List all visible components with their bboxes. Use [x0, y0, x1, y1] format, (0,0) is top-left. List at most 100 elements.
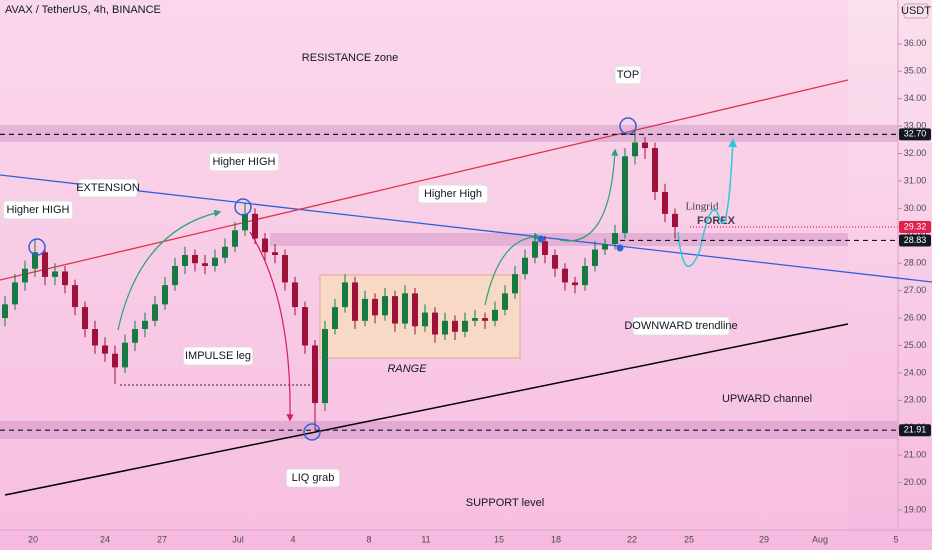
pivot-dot	[616, 244, 624, 252]
price-label-box	[899, 234, 931, 247]
candle-body	[512, 274, 518, 294]
price-label: 21.91	[904, 425, 927, 435]
candle-body	[292, 282, 298, 308]
candle-body	[552, 254, 558, 269]
upward-channel-line	[4, 323, 849, 496]
candle-body	[452, 320, 458, 332]
x-tick-label: 15	[494, 534, 504, 544]
currency-box	[903, 3, 929, 19]
candle-body	[532, 241, 538, 258]
x-tick-label: 8	[366, 534, 371, 544]
candle-body	[592, 249, 598, 266]
candle-body	[472, 318, 478, 321]
candle-body	[342, 282, 348, 308]
label-box	[614, 65, 642, 85]
candle-body	[442, 320, 448, 335]
candle-body	[62, 271, 68, 286]
candle-body	[642, 142, 648, 149]
candle-body	[562, 268, 568, 283]
candle-body	[152, 304, 158, 321]
candle-body	[12, 282, 18, 305]
candle-body	[112, 353, 118, 368]
candle-body	[312, 345, 318, 404]
candle-body	[602, 244, 608, 250]
candle-body	[102, 345, 108, 354]
candle-body	[402, 293, 408, 324]
support-band	[0, 421, 898, 439]
candle-body	[382, 296, 388, 316]
annotation: Higher High	[424, 188, 482, 200]
candle-body	[212, 257, 218, 266]
candle-body	[182, 254, 188, 266]
y-tick-label: 35.00	[904, 66, 927, 76]
pivot-marker	[28, 238, 46, 256]
candle-body	[52, 271, 58, 277]
arrow	[484, 233, 542, 306]
y-tick-label: 25.00	[904, 340, 927, 350]
x-tick-label: 18	[551, 534, 561, 544]
y-tick-label: 26.00	[904, 312, 927, 322]
chart-title: AVAX / TetherUS, 4h, BINANCE	[5, 4, 161, 16]
label-box	[2, 200, 74, 220]
candle-body	[202, 263, 208, 266]
annotation: UPWARD channel	[722, 393, 812, 405]
candle-body	[192, 254, 198, 264]
x-tick-label: 22	[627, 534, 637, 544]
price-label: 32.70	[904, 129, 927, 139]
annotation: LIQ grab	[292, 472, 335, 484]
candle-body	[622, 156, 628, 234]
y-tick-label: 33.00	[904, 121, 927, 131]
candle-body	[422, 312, 428, 327]
annotation: DOWNWARD trendline	[624, 320, 737, 332]
candle-body	[132, 329, 138, 343]
candle-body	[72, 285, 78, 308]
candle-body	[222, 246, 228, 258]
candle-body	[42, 252, 48, 277]
watermark: Lingrid	[686, 201, 719, 213]
candle-body	[122, 342, 128, 368]
y-tick-label: 32.00	[904, 148, 927, 158]
arrow	[559, 148, 619, 242]
y-tick-label: 21.00	[904, 450, 927, 460]
price-label-box	[899, 221, 931, 234]
candle-body	[672, 213, 678, 228]
candle-body	[392, 296, 398, 324]
candle-body	[232, 230, 238, 247]
y-tick-label: 36.00	[904, 38, 927, 48]
candle-body	[252, 213, 258, 239]
candle-body	[662, 191, 668, 214]
candle-body	[82, 307, 88, 330]
label-box	[632, 316, 730, 336]
candle-body	[22, 268, 28, 283]
x-tick-label: Jul	[232, 534, 244, 544]
y-tick-label: 24.00	[904, 367, 927, 377]
y-tick-label: 28.00	[904, 258, 927, 268]
candle-body	[632, 142, 638, 157]
x-tick-label: 5	[893, 534, 898, 544]
arrow	[117, 209, 222, 331]
candle-body	[572, 282, 578, 286]
annotation: TOP	[617, 69, 639, 81]
downward-trendline	[0, 174, 932, 283]
y-tick-label: 30.00	[904, 203, 927, 213]
candle-body	[612, 233, 618, 245]
x-tick-label: 25	[684, 534, 694, 544]
resistance-band	[0, 125, 898, 142]
y-tick-label: 19.00	[904, 504, 927, 514]
candle-body	[2, 304, 8, 319]
watermark: FOREX	[697, 215, 736, 227]
candle-body	[412, 293, 418, 327]
label-box	[417, 184, 489, 204]
price-label-box	[899, 128, 931, 141]
price-label: 29.32	[904, 221, 927, 231]
pivot-marker	[619, 117, 637, 135]
y-tick-label: 34.00	[904, 93, 927, 103]
y-tick-label: 23.00	[904, 395, 927, 405]
x-tick-label: 24	[100, 534, 110, 544]
resistance-line	[0, 79, 849, 281]
candle-body	[502, 293, 508, 310]
annotation: IMPULSE leg	[185, 350, 251, 362]
candle-body	[302, 307, 308, 346]
candle-body	[482, 318, 488, 321]
candle-body	[372, 298, 378, 316]
